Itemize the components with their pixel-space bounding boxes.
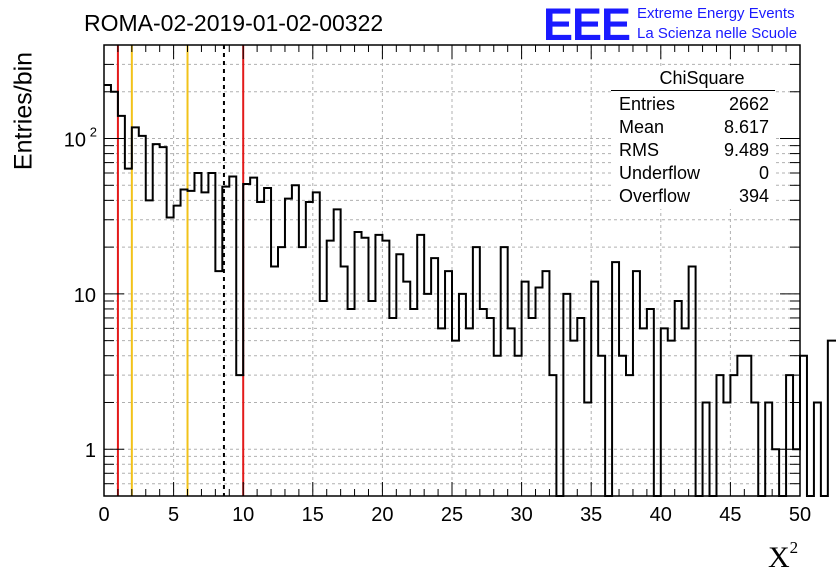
histogram-outline xyxy=(104,84,836,497)
stats-key: Overflow xyxy=(619,186,691,206)
y-tick-label: 1 xyxy=(85,440,96,462)
stats-value: 394 xyxy=(738,186,769,206)
x-tick-label: 0 xyxy=(98,504,109,526)
x-tick-label: 25 xyxy=(441,504,463,526)
x-tick-label: 50 xyxy=(789,504,811,526)
x-axis-label-base: X xyxy=(768,541,790,574)
stats-value: 0 xyxy=(758,163,769,183)
stats-value: 8.617 xyxy=(723,117,769,137)
x-tick-label: 20 xyxy=(371,504,393,526)
y-tick-label-sup: 2 xyxy=(90,125,97,140)
y-tick-label: 10 xyxy=(64,130,86,152)
stats-value: 2662 xyxy=(728,94,769,114)
y-axis-label: Entries/bin xyxy=(9,51,38,171)
x-tick-label: 5 xyxy=(168,504,179,526)
stats-title: ChiSquare xyxy=(611,66,775,91)
stats-key: Entries xyxy=(619,94,676,114)
stats-key: Mean xyxy=(619,117,665,137)
reference-lines xyxy=(116,45,245,496)
stats-box: ChiSquare Entries 2662 Mean 8.617 RMS 9.489… xyxy=(611,66,775,209)
logo-line-1: Extreme Energy Events xyxy=(637,5,795,22)
logo-line-2: La Scienza nelle Scuole xyxy=(637,25,798,42)
stats-row-rms: RMS 9.489 xyxy=(611,139,775,162)
x-axis-ticks: 0 5 10 15 20 25 30 35 40 45 50 xyxy=(98,45,811,526)
stats-row-mean: Mean 8.617 xyxy=(611,116,775,139)
x-tick-label: 30 xyxy=(510,504,532,526)
x-tick-label: 35 xyxy=(580,504,602,526)
x-tick-label: 40 xyxy=(650,504,672,526)
stats-key: RMS xyxy=(619,140,659,160)
stats-value: 9.489 xyxy=(723,140,769,160)
stats-row-underflow: Underflow 0 xyxy=(611,162,775,185)
stats-row-overflow: Overflow 394 xyxy=(611,185,775,208)
eee-logo: EEE xyxy=(543,0,631,50)
x-axis-label: X2 xyxy=(768,538,798,575)
y-axis-ticks: 1 10 10 2 xyxy=(64,44,800,497)
stats-row-entries: Entries 2662 xyxy=(611,93,775,116)
x-tick-label: 45 xyxy=(719,504,741,526)
chart-title: ROMA-02-2019-01-02-00322 xyxy=(84,10,384,36)
stats-key: Underflow xyxy=(619,163,701,183)
x-axis-label-sup: 2 xyxy=(789,538,799,557)
y-tick-label: 10 xyxy=(74,285,96,307)
x-tick-label: 10 xyxy=(232,504,254,526)
grid-lines xyxy=(104,45,800,496)
x-tick-label: 15 xyxy=(302,504,324,526)
